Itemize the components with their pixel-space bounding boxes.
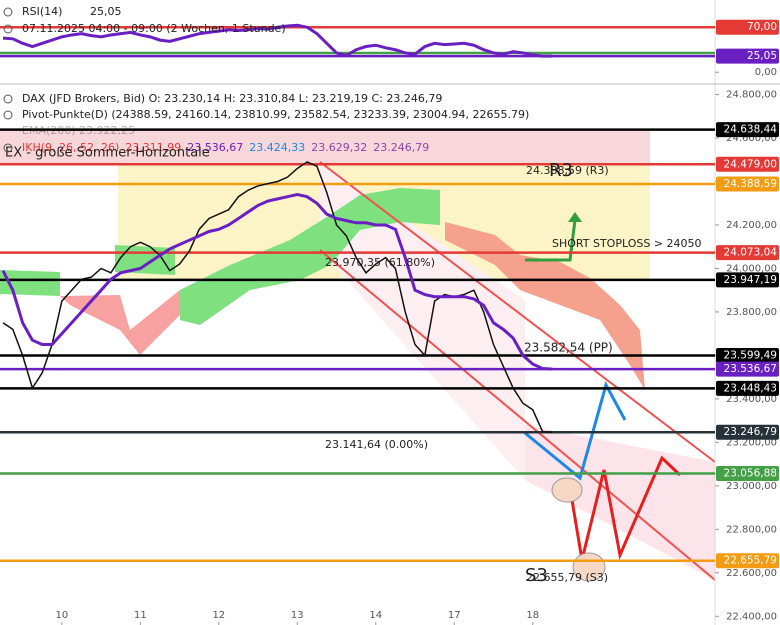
level-label: 70,00 [747, 21, 777, 33]
legend-part: 23.424,33 [249, 141, 305, 154]
annotation: 24.388,59 (R3) [526, 164, 609, 177]
annotation: 23.141,64 (0.00%) [325, 438, 428, 451]
annotation: 23.970,35 (61.80%) [325, 256, 435, 269]
badge [716, 380, 779, 396]
y-tick-label: 22.600,00 [726, 568, 777, 579]
series-line [2, 23, 553, 58]
annotation: SHORT STOPLOSS > 24050 [552, 237, 702, 250]
x-tick-label: 12 [212, 610, 225, 621]
eye-icon [3, 7, 13, 17]
badge [716, 176, 779, 192]
badge [716, 272, 779, 288]
badge [716, 245, 779, 261]
annotation: 23.582,54 (PP) [524, 341, 613, 355]
eye-icon [3, 24, 13, 34]
y-tick-label: 22.800,00 [726, 524, 777, 535]
level-label: 22.655,79 [724, 555, 777, 567]
channel-line [319, 161, 716, 463]
y-tick-label: 23.000,00 [726, 481, 777, 492]
badge [716, 361, 779, 377]
legend-text: 25,05 [90, 5, 122, 18]
series-line [1, 192, 553, 371]
y-tick-label: 0,00 [755, 67, 777, 78]
arrow [570, 455, 682, 561]
legend-text: IKH(9, 26, 52, 26) 23.311,99 23.536,67 23.4… [22, 141, 429, 154]
annotation: 22.655,79 (S3) [526, 571, 608, 584]
x-tick-label: 11 [134, 610, 147, 621]
cloud [180, 188, 440, 325]
badge [716, 19, 779, 35]
y-tick-label: 22.400,00 [726, 611, 777, 622]
annotation: R3 [549, 160, 573, 181]
x-tick-label: 10 [55, 610, 68, 621]
level-label: 23.448,43 [724, 382, 777, 394]
level-label: 24.638,44 [724, 124, 778, 136]
level-label: 23.056,88 [724, 467, 777, 479]
eye-icon [3, 143, 13, 153]
badge [716, 424, 779, 440]
badge [716, 48, 779, 64]
y-tick-label: 24.600,00 [726, 133, 777, 144]
level-label: 23.246,79 [724, 426, 777, 438]
badge [716, 348, 779, 364]
level-label: 24.073,04 [724, 247, 778, 259]
legend-part: 23.536,67 [187, 141, 243, 154]
y-tick-label: 24.200,00 [726, 220, 777, 231]
cloud [445, 222, 645, 390]
arrow [525, 219, 577, 262]
level-label: 23.536,67 [724, 363, 777, 375]
badge [716, 465, 779, 481]
badge [716, 122, 779, 138]
level-label: 23.599,49 [724, 350, 777, 362]
eye-icon [3, 94, 13, 104]
legend-part: 23.629,32 [311, 141, 367, 154]
badge [716, 553, 779, 569]
legend-text: Pivot-Punkte(D) (24388.59, 24160.14, 238… [22, 108, 529, 121]
x-tick-label: 14 [369, 610, 382, 621]
y-tick-label: 24.000,00 [726, 263, 777, 274]
level-label: 25,05 [747, 50, 777, 62]
cloud [0, 270, 60, 296]
level-label: 24.479,00 [724, 158, 777, 170]
arrow-head [568, 212, 582, 222]
channel-fill [320, 162, 525, 480]
legend-part: IKH(9, 26, 52, 26) [22, 141, 119, 154]
legend-text: RSI(14) [22, 5, 62, 18]
channel-line [319, 249, 716, 581]
annotation: EX - große Sommer-Horizontale [5, 146, 210, 161]
x-tick-label: 17 [448, 610, 461, 621]
legend-text: 07.11.2025 04:00 - 09:00 (2 Wochen, 1 St… [22, 22, 286, 35]
badge [716, 156, 779, 172]
annotation: S3 [525, 565, 548, 586]
legend-text: DAX (JFD Brokers, Bid) O: 23.230,14 H: 2… [22, 92, 442, 105]
y-tick-label: 23.800,00 [726, 307, 777, 318]
level-label: 23.947,19 [724, 274, 777, 286]
y-tick-label: 23.400,00 [726, 394, 777, 405]
cloud [115, 245, 175, 275]
x-tick-label: 18 [526, 610, 539, 621]
zone [0, 129, 650, 163]
legend-part: 23.311,99 [125, 141, 181, 154]
y-tick-label: 23.200,00 [726, 437, 777, 448]
cloud [60, 290, 180, 355]
y-tick-label: 24.800,00 [726, 90, 777, 101]
x-tick-label: 13 [291, 610, 304, 621]
level-label: 24.388,59 [724, 178, 777, 190]
marker [551, 477, 583, 503]
legend-part: 23.246,79 [373, 141, 429, 154]
legend-text: EMA(200) 23.922,25 [22, 124, 135, 137]
eye-icon [3, 110, 13, 120]
